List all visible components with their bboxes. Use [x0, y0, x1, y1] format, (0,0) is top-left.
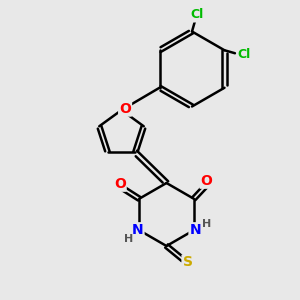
Text: H: H	[124, 234, 133, 244]
Text: N: N	[190, 223, 201, 237]
Text: Cl: Cl	[237, 48, 250, 61]
Text: S: S	[182, 256, 193, 269]
Text: O: O	[119, 102, 131, 116]
Text: Cl: Cl	[190, 8, 203, 22]
Text: H: H	[202, 219, 211, 229]
Text: O: O	[114, 177, 126, 191]
Text: N: N	[132, 223, 143, 237]
Text: O: O	[200, 174, 212, 188]
